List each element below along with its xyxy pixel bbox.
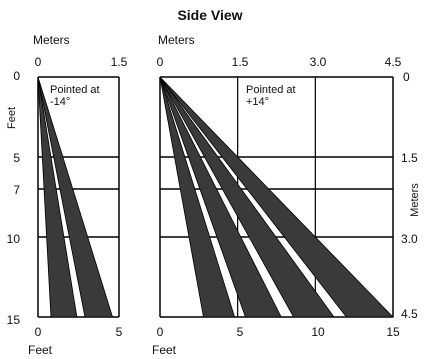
- right-bottom-tick-1: 5: [237, 325, 244, 339]
- right-y-axis-label: Meters: [409, 183, 421, 217]
- right-top-tick-3: 4.5: [385, 55, 402, 69]
- right-top-tick-1: 1.5: [232, 55, 249, 69]
- right-y-tick-3: 4.5: [401, 307, 418, 321]
- right-top-tick-2: 3.0: [310, 55, 327, 69]
- right-bottom-tick-2: 10: [311, 325, 325, 339]
- left-y-tick-1: 5: [13, 151, 20, 165]
- right-y-tick-2: 3.0: [401, 232, 418, 246]
- left-y-tick-4: 15: [7, 313, 21, 327]
- right-top-tick-0: 0: [157, 55, 164, 69]
- right-bottom-tick-0: 0: [157, 325, 164, 339]
- right-beam-0: [160, 77, 235, 317]
- right-note-line1: Pointed at: [246, 84, 296, 96]
- left-top-axis-label: Meters: [33, 33, 70, 47]
- figure-title: Side View: [177, 7, 242, 23]
- diagram-graphics: [38, 77, 393, 317]
- right-top-axis-label: Meters: [158, 33, 195, 47]
- left-y-tick-0: 0: [13, 69, 20, 83]
- right-note-line2: +14°: [246, 96, 269, 108]
- left-bottom-axis-label: Feet: [28, 343, 53, 357]
- left-y-tick-2: 7: [13, 183, 20, 197]
- right-bottom-axis-label: Feet: [152, 343, 177, 357]
- right-y-tick-0: 0: [403, 70, 410, 84]
- left-y-axis-label: Feet: [6, 107, 18, 129]
- left-bottom-tick-0: 0: [35, 325, 42, 339]
- left-top-tick-1: 1.5: [111, 55, 128, 69]
- right-bottom-tick-3: 15: [386, 325, 400, 339]
- right-y-tick-1: 1.5: [401, 151, 418, 165]
- left-note-line1: Pointed at: [50, 84, 100, 96]
- left-note-line2: -14°: [50, 96, 70, 108]
- left-bottom-tick-1: 5: [116, 325, 123, 339]
- left-y-tick-3: 10: [7, 232, 21, 246]
- left-top-tick-0: 0: [35, 55, 42, 69]
